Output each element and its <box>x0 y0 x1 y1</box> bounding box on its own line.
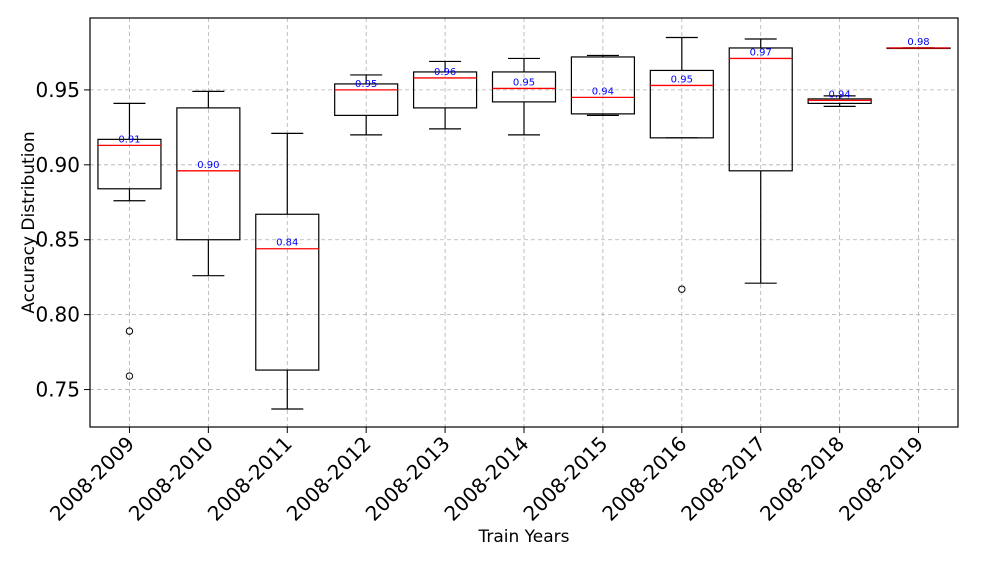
outlier-point <box>125 327 134 335</box>
median-label: 0.94 <box>592 86 614 97</box>
iqr-box <box>491 71 557 103</box>
box-group: 0.95 <box>491 57 557 136</box>
x-tick-label: 2008-2010 <box>124 432 218 526</box>
median-label: 0.97 <box>750 47 772 58</box>
outlier-point <box>125 372 134 380</box>
y-tick-label: 0.80 <box>35 303 80 327</box>
y-tick-label: 0.90 <box>35 153 80 177</box>
median-label: 0.95 <box>355 79 377 90</box>
box-layer: 0.91 0.90 0.84 0.95 0.96 0.95 0.94 0.95 0.97 0.94… <box>97 36 951 410</box>
box-group: 0.96 <box>412 60 478 130</box>
x-tick-label: 2008-2017 <box>676 432 770 526</box>
box-group: 0.90 <box>176 90 241 277</box>
median-label: 0.95 <box>513 77 535 88</box>
box-group: 0.91 <box>97 102 162 380</box>
x-tick-label: 2008-2013 <box>361 432 455 526</box>
iqr-box <box>255 213 320 371</box>
box-group: 0.94 <box>807 89 872 107</box>
box-group: 0.97 <box>728 38 793 284</box>
median-label: 0.84 <box>276 238 298 249</box>
x-tick-label: 2008-2014 <box>439 432 533 526</box>
median-label: 0.98 <box>907 37 929 48</box>
x-tick-label: 2008-2018 <box>755 432 849 526</box>
iqr-box <box>728 47 793 172</box>
iqr-box <box>649 69 714 139</box>
iqr-box <box>412 71 478 109</box>
iqr-box <box>334 83 399 116</box>
median-label: 0.96 <box>434 67 456 78</box>
median-label: 0.95 <box>671 74 693 85</box>
y-tick-label: 0.95 <box>35 78 80 102</box>
x-tick-label: 2008-2012 <box>282 432 376 526</box>
x-tick-label: 2008-2015 <box>518 432 612 526</box>
iqr-box <box>97 138 162 190</box>
median-label: 0.91 <box>118 134 140 145</box>
x-tick-label: 2008-2011 <box>203 432 297 526</box>
median-label: 0.94 <box>829 89 851 100</box>
box-group: 0.84 <box>255 132 320 410</box>
box-group: 0.95 <box>649 36 714 293</box>
box-group: 0.95 <box>334 74 399 136</box>
y-tick-label: 0.75 <box>35 378 80 402</box>
x-tick-label: 2008-2016 <box>597 432 691 526</box>
tick-layer: 0.750.800.850.900.952008-20092008-201020… <box>35 78 928 526</box>
iqr-box <box>570 56 636 115</box>
y-axis-title: Accuracy Distribution <box>19 131 39 313</box>
x-axis-title: Train Years <box>477 527 569 547</box>
iqr-box <box>176 107 241 241</box>
box-group: 0.98 <box>886 37 951 50</box>
outlier-point <box>678 285 686 293</box>
x-tick-label: 2008-2009 <box>45 432 139 526</box>
iqr-box <box>807 98 872 104</box>
median-label: 0.90 <box>197 160 219 171</box>
y-tick-label: 0.85 <box>35 228 80 252</box>
x-tick-label: 2008-2019 <box>834 432 928 526</box>
box-group: 0.94 <box>570 54 636 116</box>
